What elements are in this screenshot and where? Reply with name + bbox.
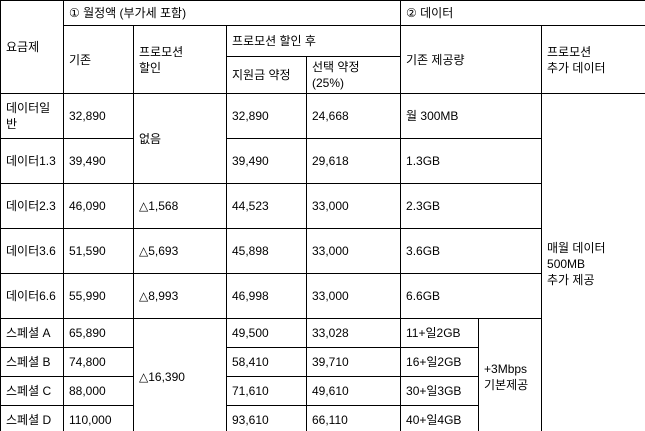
table-row: 데이터일반 32,890 없음 32,890 24,668 월 300MB 매월… [0,93,645,431]
header-promo-extra-data: 프로모션 추가 데이터 [541,24,645,95]
existing-price-cell: 39,490 [63,138,134,185]
data-allowance-cell: 40+일4GB [400,405,480,431]
extra-data-cell: 매월 데이터 500MB 추가 제공 [541,93,645,431]
existing-price-cell: 32,890 [63,93,134,140]
select-price-cell: 39,710 [305,347,402,378]
header-plan: 요금제 [0,0,64,95]
existing-price-cell: 51,590 [63,228,134,275]
promo-special-discount-cell: △16,390 [133,318,227,431]
table-row: 스페셜 A 65,890 △16,390 49,500 33,028 11+일2… [0,318,645,431]
data-allowance-cell: 11+일2GB [400,318,480,349]
header-after-promo: 프로모션 할인 후 [225,25,402,57]
promo-discount-cell: △5,693 [133,228,227,275]
plan-name-cell: 스페셜 D [0,405,64,431]
existing-price-cell: 110,000 [63,405,134,431]
select-price-cell: 66,110 [305,405,402,431]
plan-name-cell: 데이터1.3 [0,138,64,185]
plan-name-cell: 데이터일반 [0,93,64,140]
data-allowance-cell: 6.6GB [400,273,543,320]
plan-name-cell: 스페셜 B [0,347,64,378]
data-allowance-cell: 1.3GB [400,138,543,185]
data-allowance-cell: 월 300MB [400,93,543,140]
select-price-cell: 33,000 [305,273,402,320]
table-row: 스페셜 B 74,800 58,410 39,710 16+일2GB [0,347,645,378]
data-allowance-cell: 30+일3GB [400,376,480,407]
subsidy-price-cell: 93,610 [226,405,307,431]
table-row: 데이터6.6 55,990 △8,993 46,998 33,000 6.6GB [0,273,645,320]
data-allowance-cell: 16+일2GB [400,347,480,378]
table-header-row: 지원금 약정 선택 약정 (25%) [1,55,645,95]
plan-name-cell: 스페셜 C [0,376,64,407]
plan-name-cell: 데이터2.3 [0,183,64,230]
subsidy-price-cell: 32,890 [226,93,307,140]
data-allowance-cell: 3.6GB [400,228,543,275]
select-price-cell: 29,618 [305,138,402,185]
existing-price-cell: 65,890 [63,318,134,349]
plan-name-cell: 스페셜 A [0,318,64,349]
existing-price-cell: 88,000 [63,376,134,407]
promo-discount-cell: △8,993 [133,273,227,320]
table-header-row: 요금제 ① 월정액 (부가세 포함) ② 데이터 [0,0,645,95]
promo-none-cell: 없음 [133,93,227,185]
subsidy-price-cell: 45,898 [226,228,307,275]
select-price-cell: 49,610 [305,376,402,407]
header-data-group: ② 데이터 [400,0,645,26]
table-row: 데이터1.3 39,490 39,490 29,618 1.3GB [0,138,645,185]
subsidy-price-cell: 49,500 [226,318,307,349]
select-price-cell: 33,000 [305,183,402,230]
plan-name-cell: 데이터6.6 [0,273,64,320]
header-select-contract: 선택 약정 (25%) [305,55,402,95]
subsidy-price-cell: 44,523 [226,183,307,230]
table-row: 스페셜 D 110,000 93,610 66,110 40+일4GB [0,405,645,431]
existing-price-cell: 74,800 [63,347,134,378]
subsidy-price-cell: 58,410 [226,347,307,378]
select-price-cell: 33,028 [305,318,402,349]
existing-price-cell: 46,090 [63,183,134,230]
header-data-allowance: 기존 제공량 [400,24,543,95]
header-subsidy-contract: 지원금 약정 [226,55,307,95]
table-row: 데이터2.3 46,090 △1,568 44,523 33,000 2.3GB [0,183,645,230]
select-price-cell: 24,668 [305,93,402,140]
promo-discount-cell: △1,568 [133,183,227,230]
data-allowance-cell: 2.3GB [400,183,543,230]
subsidy-price-cell: 46,998 [226,273,307,320]
table-header-row: 기존 프로모션 할인 프로모션 할인 후 기존 제공량 프로모션 추가 데이터 [1,24,645,95]
mbps-bonus-cell: +3Mbps 기본제공 [478,318,543,431]
subsidy-price-cell: 71,610 [226,376,307,407]
existing-price-cell: 55,990 [63,273,134,320]
subsidy-price-cell: 39,490 [226,138,307,185]
table-row: 데이터3.6 51,590 △5,693 45,898 33,000 3.6GB [0,228,645,275]
header-existing-price: 기존 [63,24,134,95]
select-price-cell: 33,000 [305,228,402,275]
plan-name-cell: 데이터3.6 [0,228,64,275]
header-monthly-group: ① 월정액 (부가세 포함) [62,0,402,26]
header-promo-discount: 프로모션 할인 [133,24,227,95]
